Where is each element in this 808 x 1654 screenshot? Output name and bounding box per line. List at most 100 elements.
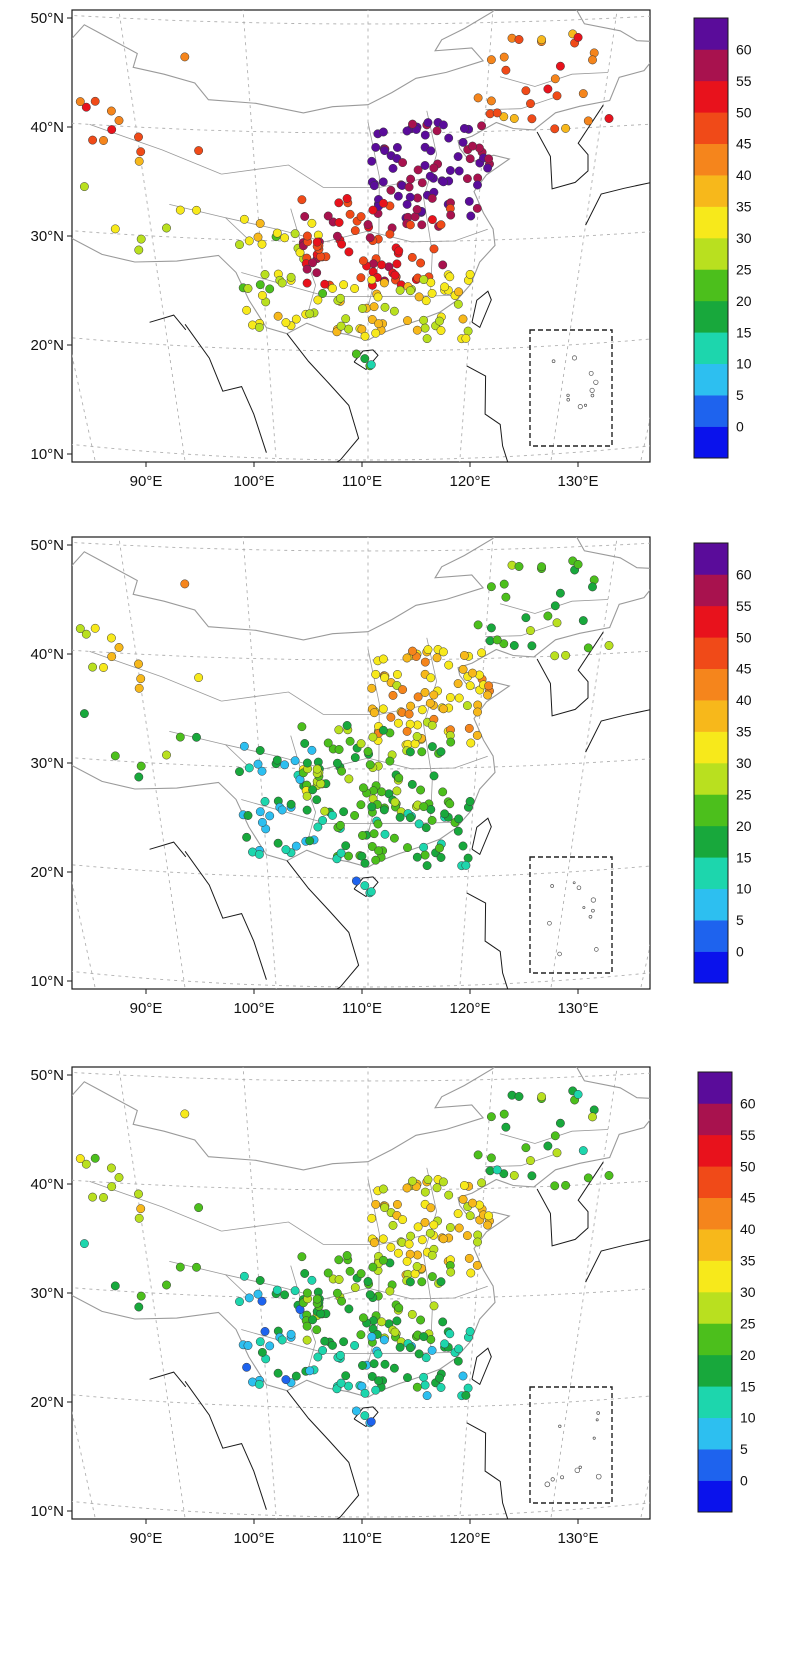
station-point bbox=[421, 296, 431, 306]
station-point bbox=[380, 829, 390, 839]
colorbar-bin bbox=[694, 363, 728, 396]
inset-island bbox=[589, 387, 595, 393]
station-point bbox=[385, 756, 395, 766]
station-point bbox=[90, 96, 100, 106]
station-point bbox=[499, 639, 509, 649]
station-point bbox=[422, 861, 432, 871]
station-point bbox=[459, 651, 469, 660]
colorbar-tick-label: 15 bbox=[740, 1378, 756, 1394]
lat-tick-label: 10°N bbox=[30, 446, 64, 463]
inset-island bbox=[578, 1465, 582, 1469]
station-point bbox=[465, 269, 475, 279]
station-point bbox=[75, 97, 85, 107]
station-point bbox=[367, 275, 377, 285]
station-point bbox=[486, 96, 496, 106]
inset-island bbox=[592, 1436, 596, 1440]
station-point bbox=[468, 1198, 477, 1208]
station-point bbox=[368, 1262, 378, 1272]
station-point bbox=[342, 721, 352, 730]
station-point bbox=[368, 732, 378, 742]
colorbar-tick-label: 30 bbox=[740, 1284, 756, 1300]
station-point bbox=[388, 163, 398, 173]
station-point bbox=[473, 1237, 482, 1247]
inset-island bbox=[591, 908, 595, 913]
station-point bbox=[345, 209, 355, 219]
station-point bbox=[403, 316, 412, 326]
station-point bbox=[313, 822, 323, 832]
station-point bbox=[425, 171, 435, 181]
station-point bbox=[339, 280, 349, 290]
station-point bbox=[392, 259, 402, 269]
colorbar-bin bbox=[694, 112, 728, 145]
station-point bbox=[459, 124, 469, 133]
station-point bbox=[412, 1382, 422, 1392]
station-point bbox=[417, 1235, 427, 1245]
colorbar-tick-label: 55 bbox=[736, 73, 752, 89]
station-point bbox=[393, 1248, 403, 1258]
station-point bbox=[486, 1153, 496, 1163]
station-point bbox=[254, 322, 264, 332]
station-point bbox=[81, 1159, 91, 1169]
station-point bbox=[392, 1316, 402, 1326]
station-point bbox=[432, 1183, 442, 1193]
station-point bbox=[356, 800, 366, 810]
station-point bbox=[521, 86, 531, 96]
colorbar-tick-label: 60 bbox=[740, 1095, 756, 1111]
station-point bbox=[90, 1153, 100, 1163]
station-point bbox=[297, 195, 307, 205]
station-point bbox=[394, 1303, 404, 1313]
station-point bbox=[358, 783, 368, 793]
colorbar-bin bbox=[694, 175, 728, 207]
inset-island bbox=[544, 1481, 551, 1488]
station-point bbox=[342, 194, 352, 203]
graticule-meridian bbox=[118, 1067, 186, 1519]
station-point bbox=[377, 787, 387, 797]
station-point bbox=[440, 282, 450, 292]
station-point bbox=[445, 272, 455, 282]
station-point bbox=[378, 654, 388, 664]
station-point bbox=[272, 755, 282, 765]
station-point bbox=[134, 772, 144, 782]
station-point bbox=[462, 1231, 472, 1241]
station-point bbox=[438, 787, 448, 797]
station-point bbox=[406, 701, 416, 711]
inset-island bbox=[588, 914, 593, 919]
station-point bbox=[360, 331, 370, 341]
station-point bbox=[136, 674, 146, 684]
colorbar-bin bbox=[694, 332, 728, 365]
station-point bbox=[465, 681, 475, 691]
colorbar-tick-label: 0 bbox=[736, 944, 744, 960]
colorbar-tick-label: 10 bbox=[736, 881, 752, 897]
station-point bbox=[255, 1276, 265, 1285]
station-point bbox=[81, 629, 91, 639]
station-point bbox=[242, 832, 252, 842]
station-point bbox=[367, 156, 377, 166]
station-point bbox=[334, 1255, 344, 1265]
station-point bbox=[281, 318, 291, 328]
station-point bbox=[405, 747, 415, 757]
station-point bbox=[253, 759, 263, 769]
graticule-parallel bbox=[72, 542, 650, 552]
colorbar-bin bbox=[694, 825, 728, 858]
colorbar-bin bbox=[694, 920, 728, 952]
station-point bbox=[408, 1176, 417, 1186]
station-point bbox=[378, 1255, 388, 1265]
station-point bbox=[378, 1184, 388, 1194]
station-point bbox=[291, 841, 301, 851]
station-point bbox=[445, 799, 455, 809]
inset-island bbox=[560, 1475, 565, 1480]
colorbar-bin bbox=[694, 888, 728, 921]
colorbar-bin bbox=[694, 238, 728, 270]
station-point bbox=[335, 293, 345, 303]
station-point bbox=[413, 692, 423, 702]
colorbar-tick-label: 60 bbox=[736, 566, 752, 582]
station-point bbox=[373, 1349, 383, 1359]
station-point bbox=[114, 643, 124, 652]
station-point bbox=[527, 1171, 537, 1181]
graticule-parallel bbox=[72, 15, 650, 25]
coastline bbox=[466, 365, 509, 462]
station-point bbox=[526, 626, 535, 636]
station-point bbox=[543, 611, 553, 621]
station-point bbox=[344, 1304, 354, 1314]
station-point bbox=[436, 220, 446, 230]
